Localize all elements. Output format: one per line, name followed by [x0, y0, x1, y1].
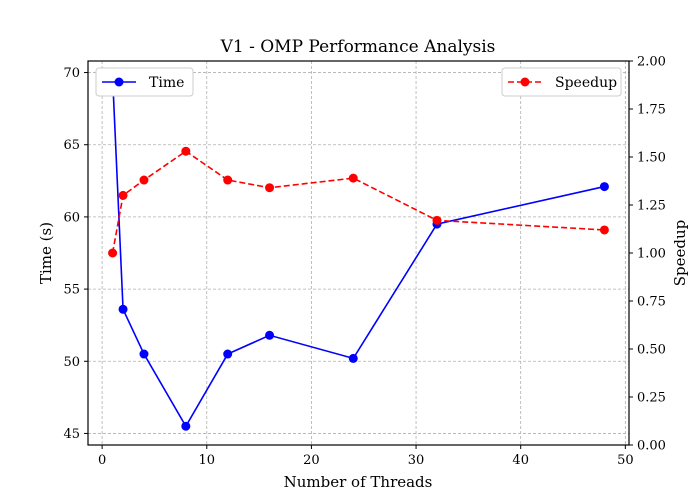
y-left-tick-label: 50	[63, 355, 80, 370]
time-series-line	[111, 76, 605, 428]
x-tick-label: 0	[98, 453, 106, 468]
ticks: 0 10 20 30 40 50 45 50 55 60 65 70 0.00 0.25 0.50 0.75 1…	[63, 55, 666, 469]
x-tick-label: 10	[198, 453, 215, 468]
y-left-tick-label: 65	[63, 138, 80, 153]
x-tick-label: 30	[408, 453, 425, 468]
speedup-data-point	[139, 175, 149, 185]
x-tick-label: 20	[303, 453, 320, 468]
legend-speedup-label: Speedup	[555, 75, 617, 91]
y-left-tick-label: 70	[63, 66, 80, 81]
x-tick-label: 40	[512, 453, 529, 468]
speedup-data-point	[118, 190, 128, 200]
y-right-tick-label: 0.25	[637, 391, 666, 406]
legend-time-box	[95, 67, 194, 97]
time-data-point	[348, 353, 358, 363]
legend-speedup: Speedup	[501, 67, 622, 97]
legend-time: Time	[95, 67, 194, 97]
time-data-point	[223, 349, 233, 359]
time-data-point	[599, 182, 609, 192]
x-tick-label: 50	[617, 453, 634, 468]
y-axis-left-label: Time (s)	[37, 222, 55, 284]
grid	[88, 61, 629, 445]
y-right-tick-label: 1.25	[637, 199, 666, 214]
time-data-point	[181, 421, 191, 431]
time-data-point	[265, 330, 275, 340]
plot-frame	[87, 60, 630, 446]
legend-time-label: Time	[149, 75, 184, 91]
x-axis-label: Number of Threads	[284, 473, 433, 491]
legend-time-marker	[114, 77, 124, 87]
speedup-data-point	[348, 173, 358, 183]
speedup-data-point	[265, 183, 275, 193]
y-right-tick-label: 1.75	[637, 103, 666, 118]
series-layer	[108, 72, 609, 431]
y-right-tick-label: 0.75	[637, 295, 666, 310]
y-right-tick-label: 0.50	[637, 343, 666, 358]
chart-title: V1 - OMP Performance Analysis	[220, 37, 496, 57]
y-axis-right-label: Speedup	[671, 220, 689, 287]
legend-speedup-box	[501, 67, 622, 97]
y-right-tick-label: 2.00	[637, 55, 666, 70]
time-data-point	[118, 304, 128, 314]
y-right-tick-label: 1.50	[637, 151, 666, 166]
legend-speedup-marker	[520, 77, 530, 87]
y-left-tick-label: 60	[63, 210, 80, 225]
speedup-data-point	[108, 248, 118, 258]
time-data-point	[139, 349, 149, 359]
speedup-data-point	[432, 215, 442, 225]
speedup-series-line	[111, 150, 605, 254]
y-right-tick-label: 0.00	[637, 439, 666, 454]
y-left-tick-label: 55	[63, 283, 80, 298]
speedup-data-point	[223, 175, 233, 185]
y-right-tick-label: 1.00	[637, 247, 666, 262]
speedup-data-point	[181, 146, 191, 156]
speedup-data-point	[599, 225, 609, 235]
y-left-tick-label: 45	[63, 427, 80, 442]
